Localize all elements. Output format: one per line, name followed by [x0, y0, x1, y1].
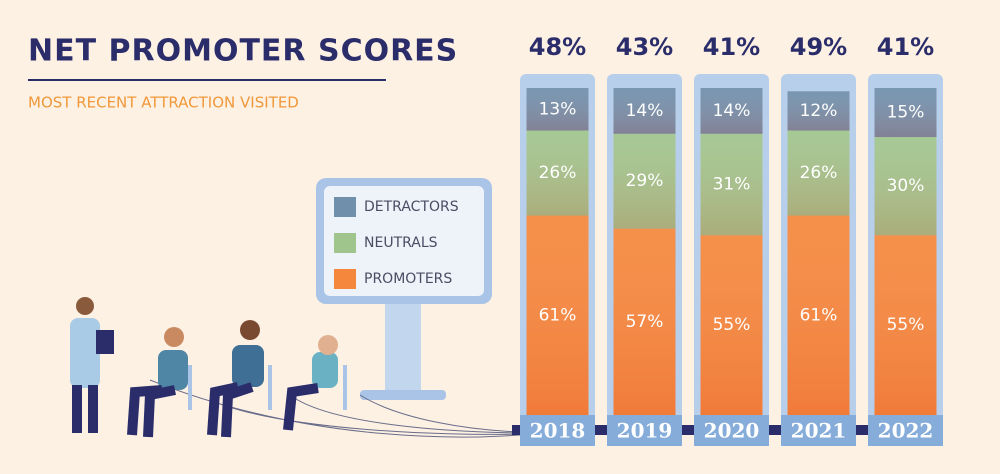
segment-shade: [787, 215, 850, 415]
segment-shade: [787, 130, 850, 216]
year-band: [694, 415, 769, 446]
segment-label: 55%: [713, 315, 751, 335]
legend-board: [316, 178, 492, 400]
legend-swatch: [334, 197, 356, 217]
total-label: 43%: [616, 33, 673, 61]
board-post: [385, 295, 421, 395]
segment-shade: [526, 88, 589, 131]
segment-label: 14%: [626, 101, 664, 121]
legend-label: NEUTRALS: [364, 235, 438, 251]
segment-label: 55%: [887, 315, 925, 335]
year-band: [607, 415, 682, 446]
segment-label: 14%: [713, 101, 751, 121]
segment-label: 26%: [800, 163, 838, 183]
segment-shade: [700, 235, 763, 415]
legend-swatch: [334, 233, 356, 253]
segment-label: 61%: [539, 305, 577, 325]
board-foot: [360, 390, 446, 400]
person-1: [158, 350, 188, 390]
connector: [512, 425, 520, 435]
x-tick-label: 2020: [704, 419, 760, 443]
legend-label: DETRACTORS: [364, 199, 459, 215]
segment-shade: [787, 91, 850, 131]
connector: [682, 425, 694, 435]
segment-shade: [526, 215, 589, 415]
segment-shade: [874, 235, 937, 415]
segment-shade: [874, 88, 937, 138]
total-label: 48%: [529, 33, 586, 61]
segment-shade: [613, 88, 676, 134]
segment-shade: [526, 130, 589, 216]
x-tick-label: 2018: [530, 419, 586, 443]
segment-label: 61%: [800, 305, 838, 325]
legend-label: PROMOTERS: [364, 271, 452, 287]
segment-shade: [700, 133, 763, 236]
segment-shade: [613, 228, 676, 415]
segment-label: 15%: [887, 103, 925, 123]
total-label: 49%: [790, 33, 847, 61]
segment-label: 12%: [800, 101, 838, 121]
board-panel: [324, 186, 484, 296]
segment-label: 26%: [539, 163, 577, 183]
x-tick-label: 2019: [617, 419, 673, 443]
person-3: [312, 352, 338, 388]
year-band: [520, 415, 595, 446]
segment-shade: [874, 137, 937, 236]
people-illustration: [70, 297, 521, 438]
chart-title: NET PROMOTER SCORES: [28, 34, 458, 69]
person-doctor: [70, 318, 100, 388]
connector: [769, 425, 781, 435]
person-2: [232, 345, 264, 387]
x-tick-label: 2022: [878, 419, 934, 443]
segment-label: 13%: [539, 99, 577, 119]
x-tick-label: 2021: [791, 419, 847, 443]
connector: [595, 425, 607, 435]
segment-shade: [700, 88, 763, 134]
segment-label: 31%: [713, 174, 751, 194]
year-band: [781, 415, 856, 446]
total-label: 41%: [877, 33, 934, 61]
segment-label: 57%: [626, 312, 664, 332]
chart-subtitle: MOST RECENT ATTRACTION VISITED: [28, 94, 299, 112]
year-band: [868, 415, 943, 446]
segment-label: 29%: [626, 171, 664, 191]
connector: [856, 425, 868, 435]
legend-swatch: [334, 269, 356, 289]
segment-label: 30%: [887, 176, 925, 196]
total-label: 41%: [703, 33, 760, 61]
segment-shade: [613, 133, 676, 229]
